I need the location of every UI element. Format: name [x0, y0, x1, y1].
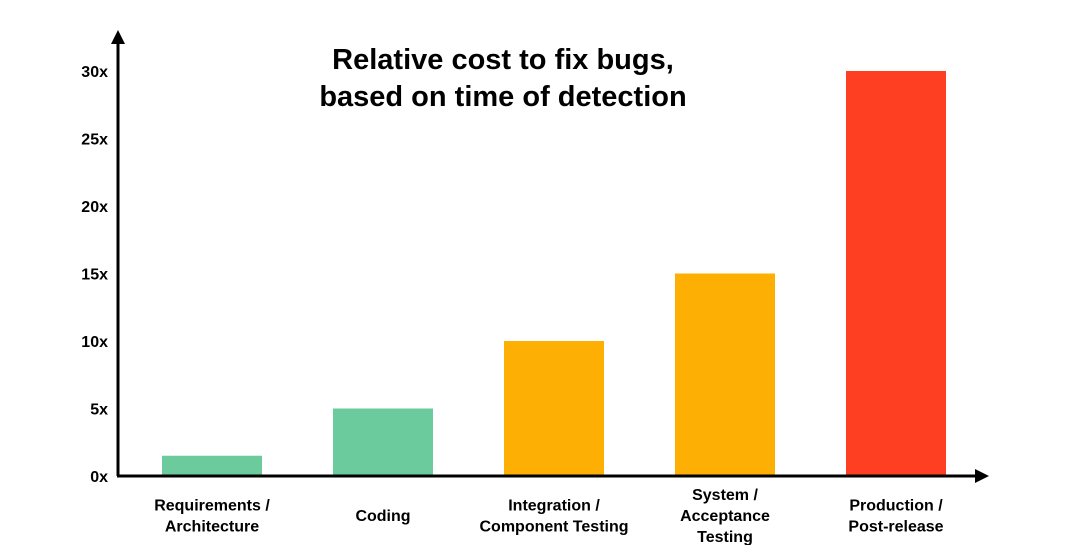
category-label: Production /: [849, 498, 943, 515]
category-label: Requirements /: [154, 498, 270, 515]
bars-group: [162, 71, 946, 476]
category-label: Post-release: [848, 519, 943, 536]
y-axis-arrow-icon: [111, 30, 125, 44]
y-tick-label: 20x: [81, 199, 108, 216]
y-tick-label: 0x: [90, 469, 108, 486]
y-tick-label: 10x: [81, 334, 108, 351]
category-label: Architecture: [165, 519, 259, 536]
bar-4: [675, 273, 775, 476]
category-labels: Requirements / Architecture Coding Integrat…: [154, 487, 943, 545]
x-axis-arrow-icon: [975, 469, 989, 483]
chart-title-line-1: Relative cost to fix bugs,: [332, 44, 674, 76]
category-label: Testing: [697, 529, 753, 545]
bar-2: [333, 408, 433, 476]
category-label: Acceptance: [680, 508, 770, 525]
category-label: Component Testing: [479, 519, 628, 536]
y-tick-label: 25x: [81, 132, 108, 149]
bar-5: [846, 71, 946, 476]
y-tick-labels: 0x 5x 10x 15x 20x 25x 30x: [81, 64, 108, 486]
y-tick-label: 15x: [81, 267, 108, 284]
y-tick-label: 5x: [90, 402, 108, 419]
y-tick-label: 30x: [81, 64, 108, 81]
chart-title-line-2: based on time of detection: [319, 81, 686, 113]
category-label: System /: [692, 487, 758, 504]
category-label: Coding: [355, 508, 410, 525]
category-label: Integration /: [508, 498, 600, 515]
bar-1: [162, 455, 262, 476]
bar-3: [504, 341, 604, 476]
